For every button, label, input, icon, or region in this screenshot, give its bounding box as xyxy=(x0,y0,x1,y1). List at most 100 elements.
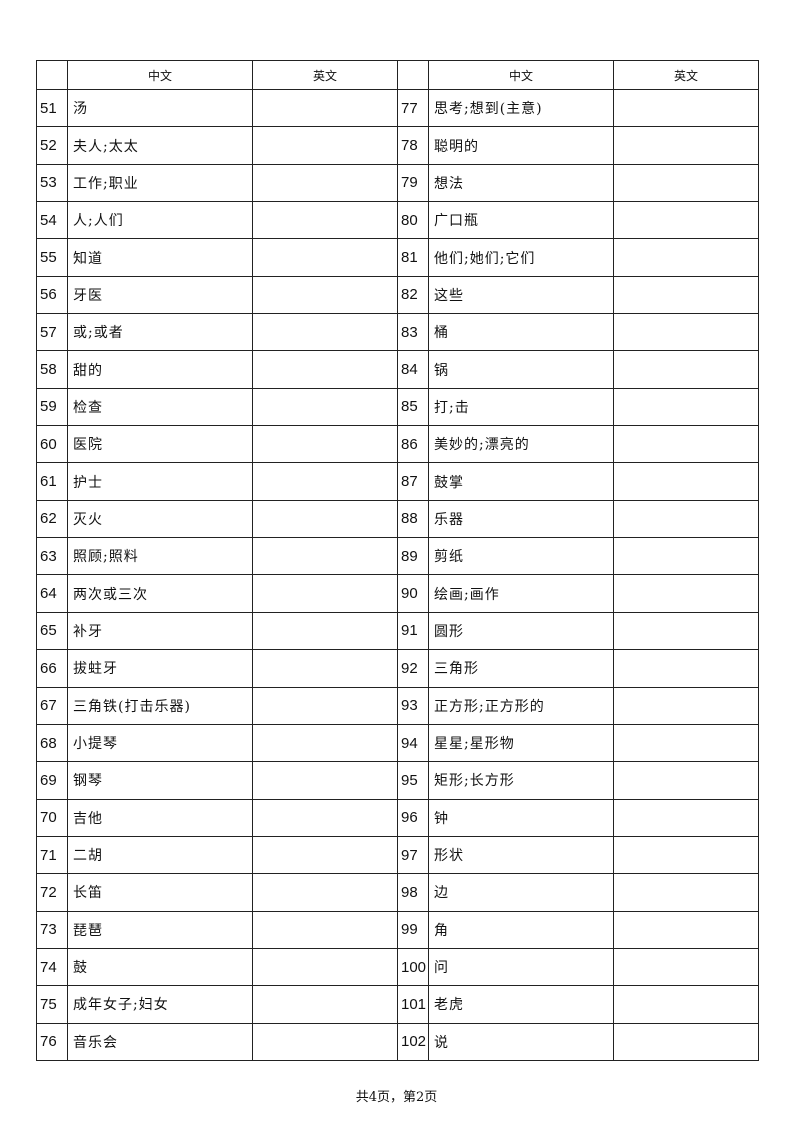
english-answer-cell[interactable] xyxy=(613,201,759,240)
chinese-term: 桶 xyxy=(428,313,614,352)
english-answer-cell[interactable] xyxy=(252,947,398,987)
table-row: 63 照顾;照料 89 剪纸 xyxy=(36,537,759,576)
chinese-term: 补牙 xyxy=(67,611,253,651)
english-answer-cell[interactable] xyxy=(252,761,398,800)
english-answer-cell[interactable] xyxy=(613,313,759,352)
chinese-term: 两次或三次 xyxy=(67,574,253,613)
english-answer-cell[interactable] xyxy=(613,798,759,837)
english-answer-cell[interactable] xyxy=(613,910,759,949)
table-row: 52 夫人;太太 78 聪明的 xyxy=(36,126,759,165)
chinese-term: 甜的 xyxy=(67,350,253,389)
english-answer-cell[interactable] xyxy=(252,723,398,763)
english-answer-cell[interactable] xyxy=(613,238,759,277)
english-answer-cell[interactable] xyxy=(252,126,398,165)
english-answer-cell[interactable] xyxy=(613,611,759,651)
english-answer-cell[interactable] xyxy=(252,835,398,875)
english-answer-cell[interactable] xyxy=(252,798,398,837)
item-number: 74 xyxy=(36,947,68,987)
english-answer-cell[interactable] xyxy=(613,873,759,912)
english-answer-cell[interactable] xyxy=(613,761,759,800)
english-answer-cell[interactable] xyxy=(252,201,398,240)
english-answer-cell[interactable] xyxy=(252,611,398,651)
item-number: 53 xyxy=(36,163,68,203)
english-answer-cell[interactable] xyxy=(252,499,398,539)
english-answer-cell[interactable] xyxy=(613,537,759,576)
header-chinese: 中文 xyxy=(67,60,253,90)
item-number: 58 xyxy=(36,350,68,389)
english-answer-cell[interactable] xyxy=(613,425,759,464)
english-answer-cell[interactable] xyxy=(252,88,398,128)
item-number: 64 xyxy=(36,574,68,613)
chinese-term: 医院 xyxy=(67,425,253,464)
item-number: 72 xyxy=(36,873,68,912)
english-answer-cell[interactable] xyxy=(613,649,759,688)
english-answer-cell[interactable] xyxy=(252,873,398,912)
english-answer-cell[interactable] xyxy=(252,1022,398,1061)
chinese-term: 这些 xyxy=(428,275,614,315)
table-row: 66 拔蛀牙 92 三角形 xyxy=(36,649,759,688)
chinese-term: 他们;她们;它们 xyxy=(428,238,614,277)
english-answer-cell[interactable] xyxy=(252,537,398,576)
english-answer-cell[interactable] xyxy=(252,350,398,389)
item-number: 98 xyxy=(397,873,429,912)
table-row: 56 牙医 82 这些 xyxy=(36,275,759,315)
chinese-term: 检查 xyxy=(67,387,253,427)
table-row: 65 补牙 91 圆形 xyxy=(36,611,759,651)
english-answer-cell[interactable] xyxy=(613,686,759,725)
table-row: 68 小提琴 94 星星;星形物 xyxy=(36,723,759,763)
chinese-term: 人;人们 xyxy=(67,201,253,240)
english-answer-cell[interactable] xyxy=(252,425,398,464)
english-answer-cell[interactable] xyxy=(252,462,398,501)
english-answer-cell[interactable] xyxy=(613,275,759,315)
english-answer-cell[interactable] xyxy=(252,387,398,427)
table-header-row: 中文 英文 中文 英文 xyxy=(36,60,759,90)
table-row: 53 工作;职业 79 想法 xyxy=(36,163,759,203)
item-number: 89 xyxy=(397,537,429,576)
chinese-term: 三角形 xyxy=(428,649,614,688)
item-number: 57 xyxy=(36,313,68,352)
english-answer-cell[interactable] xyxy=(252,275,398,315)
chinese-term: 乐器 xyxy=(428,499,614,539)
english-answer-cell[interactable] xyxy=(613,88,759,128)
header-chinese: 中文 xyxy=(428,60,614,90)
chinese-term: 打;击 xyxy=(428,387,614,427)
english-answer-cell[interactable] xyxy=(252,686,398,725)
english-answer-cell[interactable] xyxy=(613,462,759,501)
english-answer-cell[interactable] xyxy=(613,499,759,539)
chinese-term: 老虎 xyxy=(428,985,614,1024)
english-answer-cell[interactable] xyxy=(613,835,759,875)
item-number: 66 xyxy=(36,649,68,688)
item-number: 56 xyxy=(36,275,68,315)
table-row: 74 鼓 100 问 xyxy=(36,947,759,987)
english-answer-cell[interactable] xyxy=(252,313,398,352)
english-answer-cell[interactable] xyxy=(252,910,398,949)
english-answer-cell[interactable] xyxy=(613,723,759,763)
english-answer-cell[interactable] xyxy=(613,126,759,165)
english-answer-cell[interactable] xyxy=(252,163,398,203)
vocabulary-table: 中文 英文 中文 英文 51 汤 77 思考;想到(主意) 52 夫人;太太 78 聪明的 53… xyxy=(36,60,759,1061)
english-answer-cell[interactable] xyxy=(613,387,759,427)
chinese-term: 夫人;太太 xyxy=(67,126,253,165)
english-answer-cell[interactable] xyxy=(613,947,759,987)
english-answer-cell[interactable] xyxy=(613,1022,759,1061)
item-number: 102 xyxy=(397,1022,429,1061)
item-number: 83 xyxy=(397,313,429,352)
english-answer-cell[interactable] xyxy=(613,985,759,1024)
english-answer-cell[interactable] xyxy=(252,238,398,277)
english-answer-cell[interactable] xyxy=(252,985,398,1024)
chinese-term: 问 xyxy=(428,947,614,987)
item-number: 99 xyxy=(397,910,429,949)
english-answer-cell[interactable] xyxy=(613,163,759,203)
english-answer-cell[interactable] xyxy=(252,649,398,688)
item-number: 96 xyxy=(397,798,429,837)
item-number: 93 xyxy=(397,686,429,725)
item-number: 68 xyxy=(36,723,68,763)
english-answer-cell[interactable] xyxy=(252,574,398,613)
item-number: 55 xyxy=(36,238,68,277)
english-answer-cell[interactable] xyxy=(613,574,759,613)
chinese-term: 钟 xyxy=(428,798,614,837)
table-row: 57 或;或者 83 桶 xyxy=(36,313,759,352)
english-answer-cell[interactable] xyxy=(613,350,759,389)
table-row: 54 人;人们 80 广口瓶 xyxy=(36,201,759,240)
chinese-term: 灭火 xyxy=(67,499,253,539)
